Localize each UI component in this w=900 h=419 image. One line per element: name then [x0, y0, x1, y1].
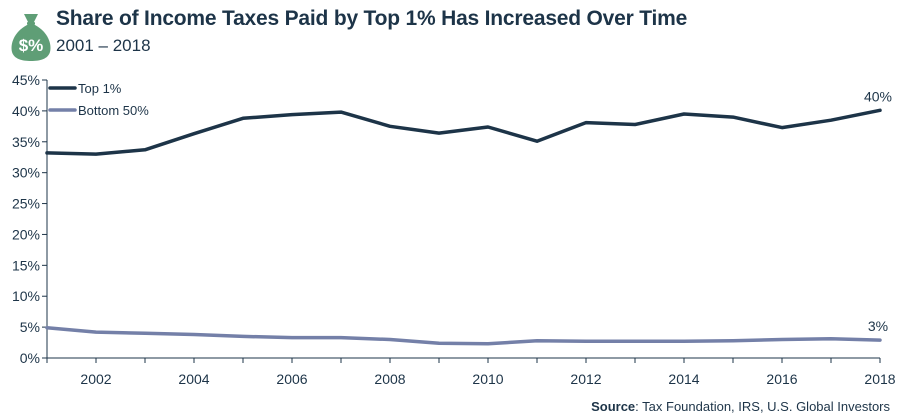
y-tick-label: 40% — [12, 103, 40, 119]
y-tick-label: 25% — [12, 196, 40, 212]
end-labels: 40% 3% — [864, 88, 892, 334]
y-tick-label: 10% — [12, 288, 40, 304]
source-text: : Tax Foundation, IRS, U.S. Global Inves… — [635, 399, 890, 414]
y-tick-label: 20% — [12, 226, 40, 242]
legend-label: Bottom 50% — [78, 103, 149, 118]
x-tick-label: 2010 — [472, 371, 503, 387]
y-tick-label: 5% — [20, 319, 40, 335]
y-axis: 0% 5% 10% 15% 20% 25% 30% 35% 40% 45% — [12, 72, 48, 366]
x-tick-label: 2002 — [80, 371, 111, 387]
x-tick-label: 2008 — [374, 371, 405, 387]
source-note: Source: Tax Foundation, IRS, U.S. Global… — [591, 399, 890, 414]
source-label: Source — [591, 399, 636, 414]
y-tick-label: 15% — [12, 257, 40, 273]
series-line-top-1 — [45, 108, 882, 156]
legend-label: Top 1% — [78, 81, 122, 96]
x-tick-label: 2016 — [766, 371, 797, 387]
y-tick-label: 35% — [12, 134, 40, 150]
chart-title: Share of Income Taxes Paid by Top 1% Has… — [56, 7, 688, 30]
money-bag-percent-icon: $% — [11, 14, 51, 61]
legend: Top 1% Bottom 50% — [48, 81, 149, 118]
y-tick-label: 0% — [20, 350, 40, 366]
end-label: 40% — [864, 88, 892, 104]
x-tick-label: 2006 — [276, 371, 307, 387]
end-label: 3% — [868, 318, 888, 334]
y-tick-label: 45% — [12, 72, 40, 88]
x-axis: 2002 2004 2006 2008 2010 2012 2014 2016 2018 — [46, 357, 896, 387]
chart-subtitle: 2001 – 2018 — [56, 36, 151, 55]
x-tick-label: 2018 — [864, 371, 895, 387]
x-tick-label: 2004 — [178, 371, 209, 387]
y-tick-label: 30% — [12, 165, 40, 181]
x-tick-label: 2012 — [570, 371, 601, 387]
svg-text:$%: $% — [19, 36, 44, 55]
series-line-bottom-50 — [45, 325, 882, 346]
x-tick-label: 2014 — [668, 371, 699, 387]
chart-header: $% Share of Income Taxes Paid by Top 1% … — [0, 0, 900, 70]
series-lines — [45, 108, 882, 346]
